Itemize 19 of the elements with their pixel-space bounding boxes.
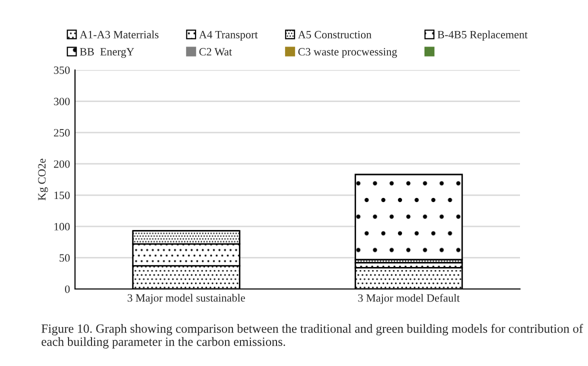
y-tick-label: 300 bbox=[54, 98, 70, 106]
legend-label: C3 waste procwessing bbox=[298, 48, 398, 58]
legend-label: BB EnergY bbox=[80, 48, 134, 58]
legend-label: C2 Wat bbox=[199, 48, 232, 56]
y-tick-label: 0 bbox=[65, 285, 70, 293]
legend-label: A5 Construction bbox=[298, 30, 372, 38]
y-tick-label: 200 bbox=[54, 160, 70, 168]
y-tick-label: 50 bbox=[60, 254, 70, 262]
legend-label: B-4B5 Replacement bbox=[438, 30, 528, 41]
x-tick-label: 3 Major model sustainable bbox=[128, 294, 245, 304]
legend-label: A4 Transport bbox=[198, 30, 258, 41]
y-tick-label: 100 bbox=[54, 222, 70, 230]
y-tick-label: 350 bbox=[54, 66, 70, 74]
y-tick-label: 150 bbox=[54, 192, 70, 200]
x-tick-label: 3 Major model Default bbox=[358, 294, 460, 304]
legend-label: A1-A3 Materrials bbox=[80, 30, 158, 38]
caption: Figure 10. Graph showing comparison between the traditional and green building models for contribution of each building parameter in the carbon emissions. bbox=[42, 324, 584, 349]
y-tick-label: 250 bbox=[54, 129, 70, 137]
y-axis-title: Kg CO2e bbox=[38, 158, 48, 200]
